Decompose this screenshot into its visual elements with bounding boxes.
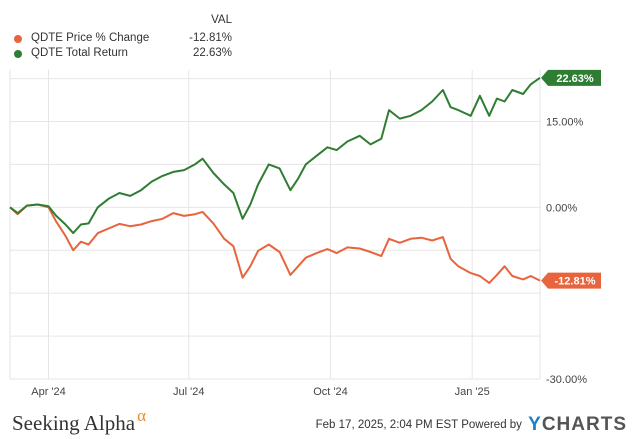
x-tick-label: Apr '24 <box>31 386 66 398</box>
legend-item-value: -12.81% <box>189 32 232 44</box>
alpha-icon: α <box>137 406 146 425</box>
end-label-text: 22.63% <box>556 73 594 85</box>
y-tick-label: 15.00% <box>546 117 584 129</box>
end-label-badge <box>541 69 601 86</box>
chart-axes: Apr '24 Jul '24 Oct '24 Jan '25 15.00% 0.00% -… <box>31 117 587 399</box>
timestamp: Feb 17, 2025, 2:04 PM EST <box>315 419 458 431</box>
chart-series-lines <box>9 76 541 284</box>
x-tick-label: Jan '25 <box>455 386 490 398</box>
ycharts-y-mark: Y <box>528 414 542 435</box>
logo-text: Seeking Alpha <box>12 411 136 435</box>
chart-end-labels: -12.81% 22.63% <box>541 69 601 289</box>
ycharts-wordmark: CHARTS <box>541 414 627 435</box>
powered-by-label: Powered by <box>461 419 522 431</box>
chart-grid <box>9 70 541 380</box>
series-line-total-return <box>9 76 541 235</box>
legend-item-value: 22.63% <box>192 47 232 59</box>
end-label-text: -12.81% <box>555 276 596 288</box>
x-tick-label: Jul '24 <box>173 386 204 398</box>
legend-header: VAL <box>211 14 232 26</box>
legend-dot-total-return <box>14 50 22 58</box>
legend-item-label: QDTE Total Return <box>31 47 128 59</box>
legend-item-label: QDTE Price % Change <box>31 32 150 44</box>
x-tick-label: Oct '24 <box>313 386 348 398</box>
chart-footer: Feb 17, 2025, 2:04 PM EST Powered by YCH… <box>316 414 627 436</box>
seeking-alpha-logo[interactable]: Seeking Alpha α <box>12 406 146 436</box>
series-line-price-change <box>9 203 541 284</box>
legend-dot-price-change <box>14 35 22 43</box>
y-tick-label: 0.00% <box>546 202 577 214</box>
ycharts-logo[interactable]: YCHARTS <box>528 414 627 435</box>
y-tick-label: -30.00% <box>546 374 587 386</box>
end-label-badge <box>541 272 601 289</box>
